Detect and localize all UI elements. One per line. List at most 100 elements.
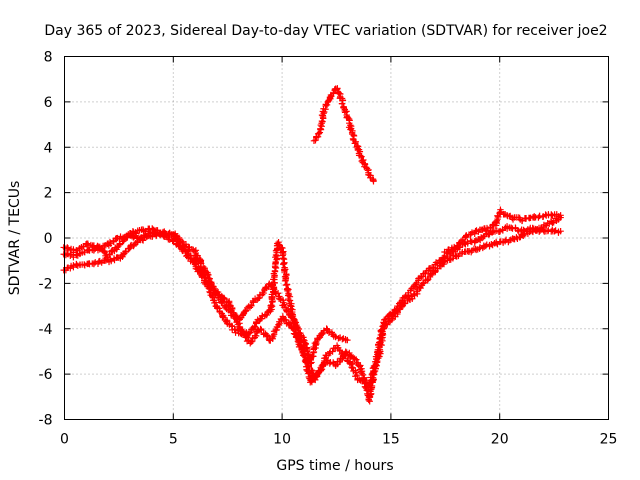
x-tick-label: 10 bbox=[273, 432, 291, 448]
y-tick-label: 8 bbox=[44, 50, 53, 66]
data-point-marker bbox=[323, 101, 331, 109]
data-point-marker bbox=[302, 340, 309, 348]
data-point-marker bbox=[412, 281, 420, 288]
data-point-marker bbox=[434, 265, 441, 272]
data-point-marker bbox=[330, 90, 337, 97]
data-point-marker bbox=[376, 335, 383, 342]
data-point-marker bbox=[280, 260, 287, 268]
chart-title: Day 365 of 2023, Sidereal Day-to-day VTE… bbox=[44, 23, 607, 39]
y-tick-label: 6 bbox=[44, 95, 53, 111]
data-point-marker bbox=[303, 366, 311, 374]
y-tick-label: 0 bbox=[44, 231, 53, 247]
y-tick-label: -2 bbox=[39, 276, 53, 292]
data-point-marker bbox=[220, 295, 227, 302]
data-point-marker bbox=[253, 319, 260, 327]
data-point-marker bbox=[315, 335, 323, 342]
data-point-marker bbox=[198, 274, 206, 281]
data-point-marker bbox=[520, 232, 527, 239]
y-tick-label: 2 bbox=[44, 186, 53, 202]
data-point-marker bbox=[488, 240, 495, 248]
data-point-marker bbox=[263, 311, 270, 319]
data-point-marker bbox=[260, 289, 267, 297]
x-tick-label: 15 bbox=[382, 432, 400, 448]
data-point-marker bbox=[440, 259, 447, 266]
data-point-marker bbox=[428, 270, 436, 277]
data-point-marker bbox=[476, 244, 484, 251]
data-point-marker bbox=[255, 295, 262, 302]
series-trace-d bbox=[441, 206, 564, 256]
x-tick-label: 0 bbox=[60, 432, 69, 448]
data-point-marker bbox=[468, 229, 476, 236]
y-tick-label: -4 bbox=[39, 322, 53, 338]
data-point-marker bbox=[462, 233, 469, 240]
y-tick-label: 4 bbox=[44, 140, 53, 156]
data-point-marker bbox=[329, 348, 336, 355]
data-point-marker bbox=[268, 301, 275, 309]
data-point-marker bbox=[312, 137, 319, 144]
data-point-marker bbox=[256, 294, 263, 302]
data-point-marker bbox=[296, 337, 303, 344]
data-point-marker bbox=[67, 252, 74, 260]
data-point-marker bbox=[206, 288, 213, 295]
data-point-marker bbox=[370, 178, 377, 185]
data-point-marker bbox=[250, 298, 257, 306]
data-point-marker bbox=[344, 336, 351, 344]
data-series bbox=[60, 85, 564, 405]
data-point-marker bbox=[143, 233, 151, 240]
data-point-marker bbox=[263, 332, 271, 339]
data-point-marker bbox=[309, 352, 316, 360]
data-point-marker bbox=[463, 232, 470, 239]
data-point-marker bbox=[471, 238, 478, 245]
x-tick-label: 25 bbox=[600, 432, 618, 448]
gridlines bbox=[64, 56, 609, 420]
data-point-marker bbox=[218, 299, 225, 306]
data-point-marker bbox=[282, 282, 290, 289]
data-point-marker bbox=[501, 238, 509, 245]
data-point-marker bbox=[261, 285, 269, 292]
data-point-marker bbox=[182, 248, 189, 256]
data-point-marker bbox=[557, 212, 564, 219]
data-point-marker bbox=[359, 371, 367, 379]
data-point-marker bbox=[381, 316, 388, 324]
y-tick-label: -6 bbox=[39, 367, 53, 383]
x-tick-label: 20 bbox=[491, 432, 509, 448]
data-point-marker bbox=[280, 260, 288, 267]
data-point-marker bbox=[92, 259, 99, 266]
data-point-marker bbox=[315, 130, 323, 137]
axes: 0 5 10 15 20 25 -8 -6 -4 -2 0 2 4 6 8 bbox=[39, 50, 618, 448]
data-point-marker bbox=[450, 245, 458, 253]
data-point-marker bbox=[232, 314, 239, 322]
data-point-marker bbox=[318, 366, 326, 373]
series-trace-e bbox=[310, 85, 377, 185]
x-axis-title: GPS time / hours bbox=[276, 458, 393, 474]
y-axis-title: SDTVAR / TECUs bbox=[7, 181, 23, 296]
data-point-marker bbox=[488, 229, 496, 236]
data-point-marker bbox=[272, 259, 279, 267]
data-point-marker bbox=[251, 323, 258, 330]
data-point-marker bbox=[311, 340, 319, 347]
data-point-marker bbox=[468, 238, 476, 246]
data-point-marker bbox=[340, 104, 348, 112]
data-point-marker bbox=[219, 313, 226, 320]
data-point-marker bbox=[367, 374, 374, 381]
data-point-marker bbox=[557, 227, 564, 235]
data-point-marker bbox=[492, 239, 500, 247]
data-point-marker bbox=[248, 338, 255, 346]
data-point-marker bbox=[252, 332, 260, 340]
plot-frame bbox=[64, 56, 609, 420]
data-point-marker bbox=[205, 284, 213, 292]
data-point-marker bbox=[348, 364, 355, 371]
data-point-marker bbox=[441, 258, 448, 265]
data-point-marker bbox=[514, 227, 521, 234]
x-tick-label: 5 bbox=[169, 432, 178, 448]
data-point-marker bbox=[419, 280, 427, 287]
data-point-marker bbox=[339, 97, 347, 104]
data-point-marker bbox=[520, 226, 527, 234]
data-point-marker bbox=[274, 290, 282, 297]
data-point-marker bbox=[334, 85, 341, 92]
data-point-marker bbox=[282, 277, 289, 285]
data-point-marker bbox=[231, 325, 238, 333]
data-point-marker bbox=[549, 219, 556, 227]
data-point-marker bbox=[356, 152, 364, 159]
